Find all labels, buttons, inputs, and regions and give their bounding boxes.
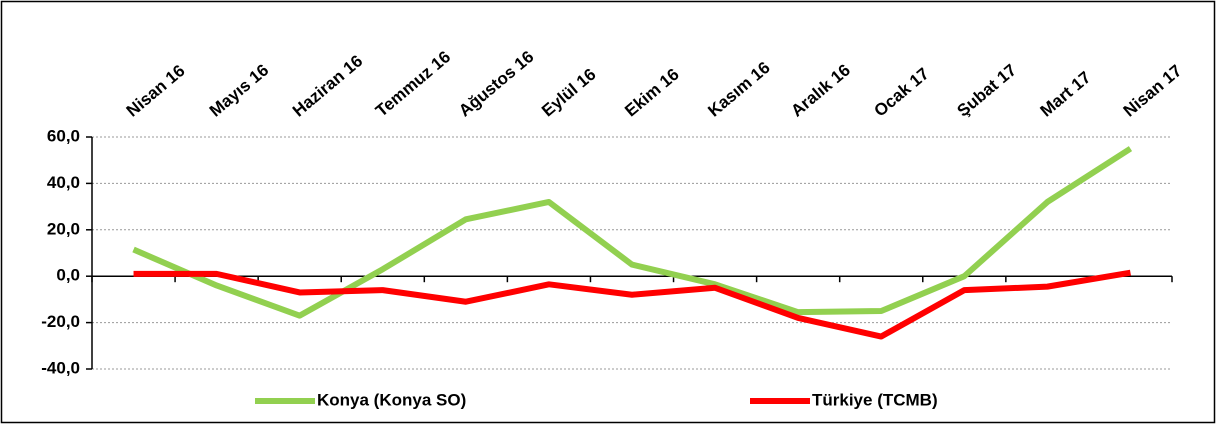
- y-tick-label: 0,0: [56, 266, 80, 285]
- y-tick-label: -20,0: [41, 312, 80, 331]
- series-line: [133, 269, 1131, 340]
- legend-label: Türkiye (TCMB): [812, 390, 938, 409]
- y-tick-label: 60,0: [47, 126, 80, 145]
- y-tick-label: 20,0: [47, 219, 80, 238]
- legend-label: Konya (Konya SO): [317, 390, 466, 409]
- y-tick-label: 40,0: [47, 173, 80, 192]
- series-line: [132, 146, 1133, 319]
- y-tick-label: -40,0: [41, 358, 80, 377]
